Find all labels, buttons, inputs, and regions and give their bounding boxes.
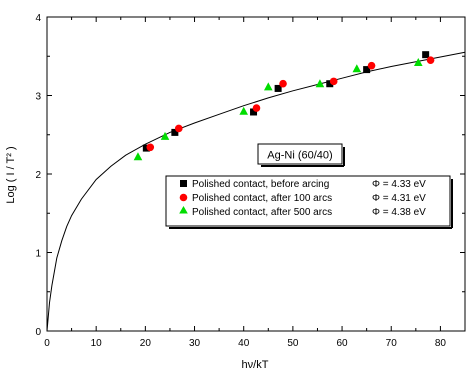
inset-label-text: Ag-Ni (60/40) [267, 150, 332, 162]
data-point-circle [367, 61, 376, 70]
data-point-triangle [413, 58, 423, 67]
x-tick-label: 70 [386, 338, 398, 349]
x-tick-label: 50 [287, 338, 299, 349]
data-point-square [250, 108, 258, 116]
legend-marker-square [180, 180, 187, 187]
y-tick-label: 0 [35, 327, 41, 338]
y-tick-label: 1 [35, 249, 41, 260]
inset-label-box: Ag-Ni (60/40) [257, 143, 345, 167]
data-point-circle [426, 56, 435, 64]
legend-phi-1: Φ = 4.31 eV [372, 193, 426, 204]
data-point-triangle [239, 106, 249, 115]
data-point-square [142, 144, 150, 152]
data-point-circle [329, 77, 338, 86]
data-point-triangle [352, 64, 362, 73]
tick-group: 0 10 20 30 40 50 60 70 80 0 1 2 3 4 [35, 13, 465, 349]
data-point-square [363, 66, 371, 74]
y-axis-label: Log ( I / T² ) [5, 146, 17, 203]
data-point-circle [279, 79, 287, 88]
legend-phi-0: Φ = 4.33 eV [372, 179, 426, 190]
data-point-square [422, 51, 430, 59]
data-point-circle [174, 124, 183, 133]
data-point-square [274, 84, 282, 92]
x-tick-label: 0 [44, 338, 50, 349]
data-points-group [133, 51, 435, 161]
legend: Polished contact, before arcing Φ = 4.33… [165, 175, 453, 229]
data-point-triangle [315, 79, 325, 88]
legend-marker-triangle [179, 206, 188, 214]
inset-label-frame [257, 143, 343, 165]
data-point-triangle [263, 82, 273, 91]
legend-entry-0: Polished contact, before arcing [192, 179, 329, 190]
data-point-triangle [133, 152, 143, 161]
legend-marker-circle [179, 193, 188, 202]
x-tick-label: 60 [336, 338, 348, 349]
data-point-circle [146, 143, 155, 152]
data-point-circle [252, 104, 261, 112]
y-tick-label: 2 [35, 170, 41, 181]
y-tick-label: 3 [35, 92, 41, 103]
legend-phi-2: Φ = 4.38 eV [372, 207, 426, 218]
x-tick-label: 40 [238, 338, 250, 349]
data-point-triangle [160, 131, 170, 140]
x-tick-label: 10 [91, 338, 103, 349]
x-tick-label: 30 [189, 338, 201, 349]
data-point-square [326, 80, 334, 88]
data-point-square [171, 128, 179, 136]
legend-frame [165, 175, 451, 227]
legend-entry-1: Polished contact, after 100 arcs [192, 193, 332, 204]
x-tick-label: 20 [140, 338, 152, 349]
x-axis-label: hν/kT [242, 359, 269, 371]
legend-entry-2: Polished contact, after 500 arcs [192, 207, 332, 218]
x-tick-label: 80 [435, 338, 447, 349]
y-tick-label: 4 [35, 13, 41, 24]
